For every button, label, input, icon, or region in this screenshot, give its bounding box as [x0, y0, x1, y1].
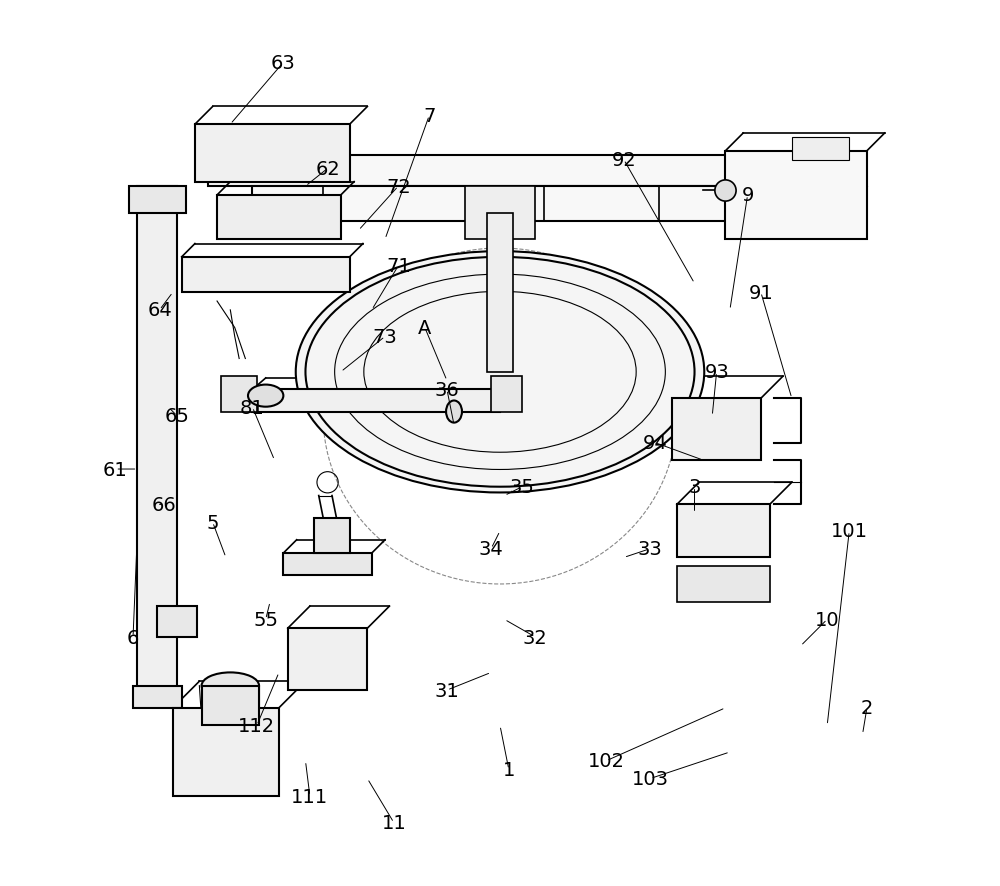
- Text: 55: 55: [253, 610, 278, 629]
- Text: 112: 112: [238, 716, 275, 735]
- Text: 64: 64: [147, 301, 172, 320]
- Text: 92: 92: [611, 151, 636, 170]
- FancyBboxPatch shape: [157, 606, 197, 637]
- Text: 31: 31: [435, 680, 459, 700]
- Text: 5: 5: [206, 513, 219, 532]
- Text: 62: 62: [315, 159, 340, 179]
- Text: 66: 66: [152, 495, 176, 514]
- FancyBboxPatch shape: [677, 505, 770, 558]
- FancyBboxPatch shape: [465, 187, 535, 240]
- FancyBboxPatch shape: [173, 708, 279, 797]
- Text: 91: 91: [748, 284, 773, 302]
- FancyBboxPatch shape: [288, 628, 367, 690]
- Text: 73: 73: [373, 328, 397, 346]
- FancyBboxPatch shape: [202, 686, 259, 726]
- Text: 111: 111: [291, 787, 328, 805]
- Text: 33: 33: [638, 540, 663, 558]
- Text: 3: 3: [688, 478, 701, 497]
- FancyBboxPatch shape: [677, 567, 770, 602]
- Text: 34: 34: [479, 540, 504, 558]
- Text: 35: 35: [510, 478, 535, 497]
- Text: 94: 94: [642, 433, 667, 453]
- FancyBboxPatch shape: [725, 152, 867, 240]
- FancyBboxPatch shape: [792, 138, 849, 160]
- FancyBboxPatch shape: [221, 377, 257, 412]
- Text: 6: 6: [127, 628, 139, 647]
- FancyBboxPatch shape: [133, 686, 182, 708]
- Text: 93: 93: [704, 363, 729, 382]
- FancyBboxPatch shape: [217, 196, 341, 240]
- FancyBboxPatch shape: [672, 399, 761, 461]
- FancyBboxPatch shape: [129, 187, 186, 214]
- FancyBboxPatch shape: [208, 156, 809, 187]
- Text: 103: 103: [632, 769, 669, 789]
- Text: A: A: [418, 319, 432, 338]
- Ellipse shape: [446, 401, 462, 424]
- Text: 81: 81: [240, 398, 265, 417]
- Text: 72: 72: [386, 177, 411, 197]
- Ellipse shape: [248, 385, 283, 408]
- Text: 11: 11: [382, 813, 406, 832]
- Text: 10: 10: [815, 610, 839, 629]
- Text: 32: 32: [523, 628, 548, 647]
- Text: 7: 7: [423, 106, 435, 126]
- FancyBboxPatch shape: [195, 125, 350, 183]
- Text: 1: 1: [503, 760, 515, 780]
- Text: 71: 71: [386, 257, 411, 276]
- Text: 65: 65: [165, 407, 190, 426]
- FancyBboxPatch shape: [283, 554, 372, 576]
- Text: 2: 2: [861, 698, 873, 718]
- Text: 36: 36: [435, 380, 459, 400]
- Text: 9: 9: [741, 186, 754, 206]
- FancyBboxPatch shape: [252, 390, 500, 412]
- FancyBboxPatch shape: [182, 258, 350, 293]
- Text: 61: 61: [103, 460, 128, 479]
- FancyBboxPatch shape: [491, 377, 522, 412]
- Text: 63: 63: [271, 54, 296, 73]
- FancyBboxPatch shape: [252, 187, 765, 222]
- Ellipse shape: [296, 252, 704, 493]
- FancyBboxPatch shape: [137, 187, 177, 690]
- Ellipse shape: [202, 672, 259, 699]
- FancyBboxPatch shape: [487, 214, 513, 372]
- Circle shape: [715, 181, 736, 202]
- Text: 101: 101: [831, 522, 868, 540]
- Text: 102: 102: [588, 751, 625, 771]
- FancyBboxPatch shape: [314, 518, 350, 554]
